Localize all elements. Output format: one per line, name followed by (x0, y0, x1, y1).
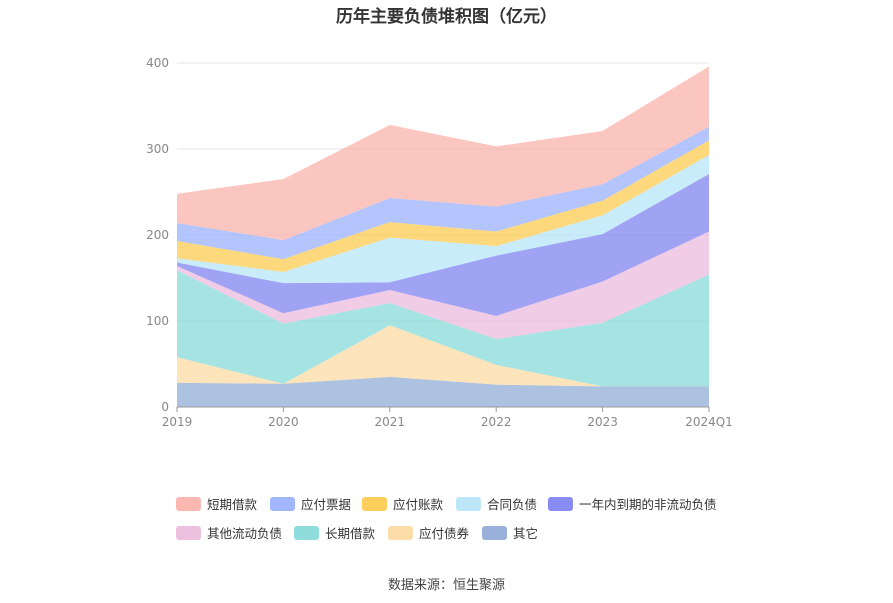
legend-label: 其它 (513, 526, 539, 541)
legend-swatch (294, 525, 319, 540)
legend-item[interactable]: 应付账款 (362, 494, 443, 513)
legend-swatch (362, 496, 387, 511)
area-series (177, 66, 709, 241)
y-tick-label: 400 (146, 56, 169, 70)
legend-label: 短期借款 (207, 497, 258, 512)
area-series (177, 126, 709, 260)
x-tick-label: 2023 (587, 415, 618, 429)
chart-title: 历年主要负债堆积图（亿元） (336, 7, 557, 27)
legend-label: 长期借款 (325, 526, 376, 541)
legend-swatch (270, 496, 295, 511)
legend-label: 其他流动负债 (207, 526, 283, 541)
legend-item[interactable]: 一年内到期的非流动负债 (548, 494, 717, 513)
legend-label: 应付票据 (301, 497, 352, 512)
legend-item[interactable]: 应付票据 (270, 494, 351, 513)
y-tick-label: 300 (146, 142, 169, 156)
area-series (177, 376, 709, 407)
legend-label: 合同负债 (487, 497, 538, 512)
legend-swatch (176, 525, 201, 540)
legend-item[interactable]: 长期借款 (294, 523, 375, 542)
legend-item[interactable]: 合同负债 (456, 494, 537, 513)
legend-swatch (176, 496, 201, 511)
x-tick-label: 2020 (268, 415, 299, 429)
area-series (177, 231, 709, 340)
legend-swatch (548, 496, 573, 511)
area-series (177, 325, 709, 387)
x-tick-label: 2024Q1 (685, 415, 733, 429)
y-tick-label: 100 (146, 314, 169, 328)
area-series (177, 173, 709, 316)
y-tick-label: 200 (146, 228, 169, 242)
chart-plot: 0 100 200 300 400 2019 2020 2021 2022 2023 2024Q1 (146, 56, 733, 429)
legend-swatch (388, 525, 413, 540)
legend-label: 一年内到期的非流动负债 (579, 497, 717, 512)
y-tick-label: 0 (161, 400, 169, 414)
legend-item[interactable]: 应付债券 (388, 523, 469, 542)
area-series (177, 155, 709, 284)
legend-item[interactable]: 其它 (482, 523, 538, 542)
data-source: 数据来源：恒生聚源 (387, 578, 505, 593)
x-tick-label: 2022 (481, 415, 512, 429)
legend-item[interactable]: 短期借款 (176, 494, 257, 513)
area-series (177, 140, 709, 272)
area-series (177, 270, 709, 387)
x-tick-label: 2019 (162, 415, 193, 429)
legend-swatch (482, 525, 507, 540)
legend-item[interactable]: 其他流动负债 (176, 523, 282, 542)
x-tick-label: 2021 (375, 415, 406, 429)
legend-swatch (456, 496, 481, 511)
legend-label: 应付债券 (419, 526, 470, 541)
legend-label: 应付账款 (393, 497, 444, 512)
